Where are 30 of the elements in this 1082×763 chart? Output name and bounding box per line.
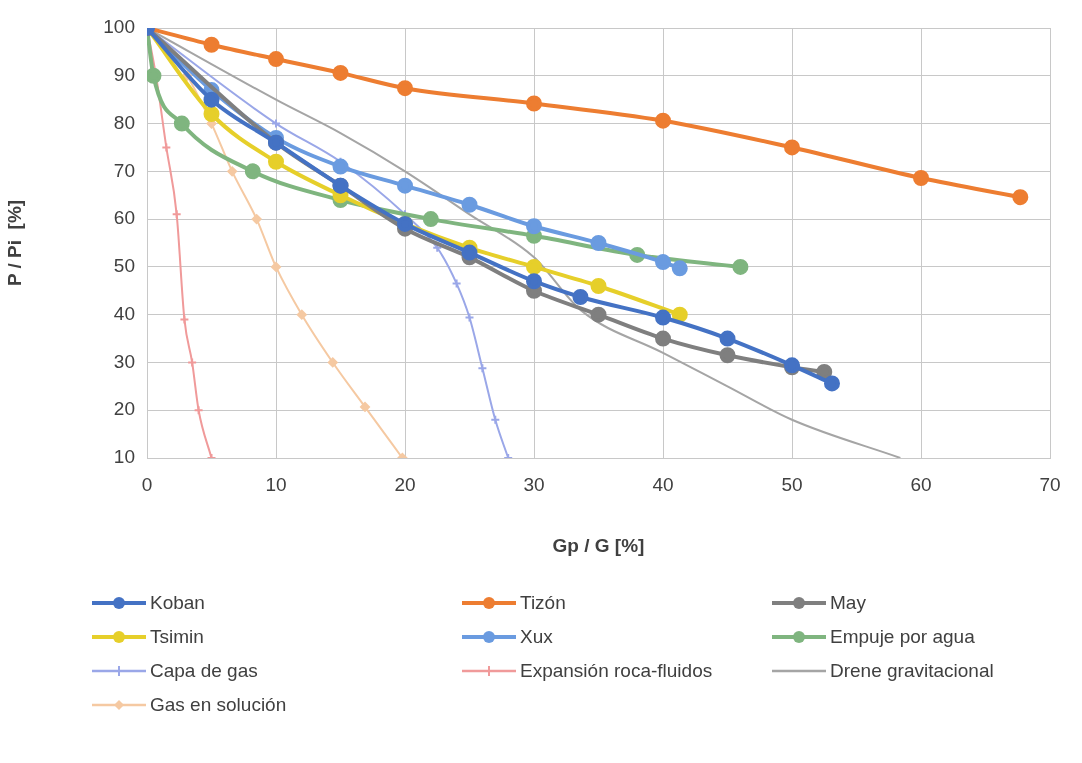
legend-label: Capa de gas [150, 660, 258, 682]
x-tick-label: 30 [523, 473, 545, 495]
y-tick-label: 100 [103, 16, 135, 38]
y-tick-label: 30 [113, 350, 135, 372]
y-tick-label: 80 [113, 111, 135, 133]
x-tick-label: 20 [394, 473, 416, 495]
x-tick-label: 0 [141, 473, 153, 495]
y-tick-label: 70 [113, 159, 135, 181]
legend-label: Expansión roca-fluidos [520, 660, 713, 682]
y-tick-label: 50 [113, 255, 135, 277]
x-tick-label: 10 [265, 473, 287, 495]
x-axis-title: Gp / G [%] [552, 534, 645, 556]
y-axis-title: P / Pi [%] [3, 199, 25, 287]
legend-label: Empuje por agua [830, 626, 975, 648]
legend-label: May [830, 592, 866, 614]
y-tick-label: 90 [113, 64, 135, 86]
x-tick-label: 70 [1039, 473, 1061, 495]
x-tick-label: 40 [652, 473, 674, 495]
y-tick-label: 40 [113, 302, 135, 324]
legend-label: Koban [150, 592, 205, 614]
y-tick-label: 60 [113, 207, 135, 229]
legend-label: Tizón [520, 592, 566, 614]
legend-label: Drene gravitacional [830, 660, 994, 682]
legend-label: Tsimin [150, 626, 204, 648]
y-tick-label: 10 [113, 446, 135, 468]
x-tick-label: 60 [910, 473, 932, 495]
legend-label: Gas en solución [150, 694, 287, 716]
legend-label: Xux [520, 626, 553, 648]
y-tick-label: 20 [113, 398, 135, 420]
x-tick-label: 50 [781, 473, 803, 495]
